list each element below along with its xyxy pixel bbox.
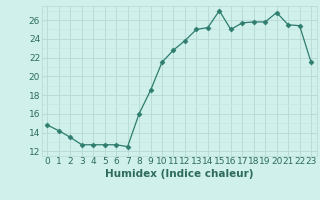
X-axis label: Humidex (Indice chaleur): Humidex (Indice chaleur) [105, 169, 253, 179]
